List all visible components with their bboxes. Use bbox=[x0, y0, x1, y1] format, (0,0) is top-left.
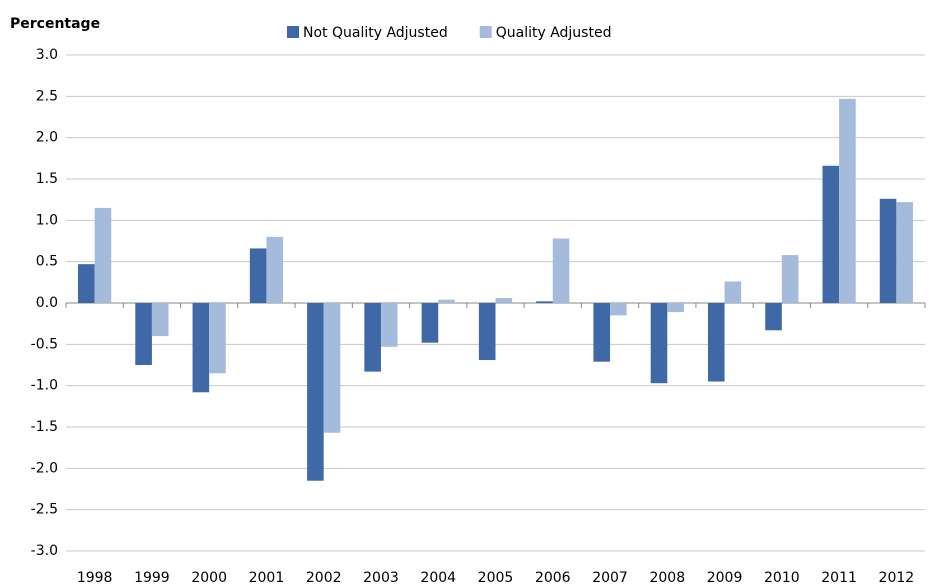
bar bbox=[266, 236, 284, 303]
y-tick-label: -2.0 bbox=[31, 460, 58, 476]
x-tick-label: 2008 bbox=[649, 570, 685, 586]
y-tick-label: 1.5 bbox=[36, 171, 58, 187]
x-tick-label: 2006 bbox=[535, 570, 571, 586]
bar bbox=[151, 303, 169, 337]
legend-label: Not Quality Adjusted bbox=[303, 25, 448, 41]
bar bbox=[765, 303, 782, 331]
bar bbox=[495, 298, 513, 303]
x-tick-label: 1998 bbox=[77, 570, 113, 586]
legend-label: Quality Adjusted bbox=[496, 25, 612, 41]
legend-swatch bbox=[479, 26, 492, 38]
bar bbox=[438, 299, 455, 303]
bar bbox=[781, 255, 799, 303]
x-tick-label: 2001 bbox=[249, 570, 285, 586]
bar bbox=[536, 301, 553, 303]
legend-swatch bbox=[287, 26, 299, 38]
bar bbox=[822, 165, 840, 303]
bar bbox=[249, 248, 267, 303]
bar bbox=[667, 303, 684, 313]
bar bbox=[78, 264, 95, 303]
bar bbox=[650, 303, 668, 384]
y-tick-label: 0.5 bbox=[36, 254, 58, 270]
y-tick-label: 2.0 bbox=[36, 130, 58, 146]
y-tick-label: 0.0 bbox=[36, 295, 58, 311]
bar bbox=[552, 238, 570, 303]
x-tick-label: 2003 bbox=[363, 570, 399, 586]
x-tick-label: 2007 bbox=[592, 570, 628, 586]
bar bbox=[593, 303, 611, 362]
y-tick-label: -3.0 bbox=[31, 543, 58, 559]
bar bbox=[707, 303, 725, 382]
x-tick-label: 2012 bbox=[879, 570, 915, 586]
bar bbox=[839, 98, 856, 304]
bar bbox=[380, 303, 398, 347]
bar bbox=[192, 303, 210, 393]
x-tick-label: 2011 bbox=[821, 570, 857, 586]
x-tick-label: 2000 bbox=[191, 570, 227, 586]
x-tick-label: 2010 bbox=[764, 570, 800, 586]
bar bbox=[724, 281, 742, 303]
bar bbox=[94, 207, 112, 303]
bar bbox=[135, 303, 152, 365]
x-tick-label: 2002 bbox=[306, 570, 342, 586]
bar bbox=[307, 303, 324, 481]
y-tick-label: -1.0 bbox=[31, 378, 58, 394]
y-axis-title: Percentage bbox=[10, 16, 100, 32]
bar bbox=[896, 202, 913, 303]
x-tick-label: 2005 bbox=[478, 570, 514, 586]
y-tick-label: 2.5 bbox=[36, 88, 58, 104]
x-tick-label: 2009 bbox=[707, 570, 743, 586]
y-tick-label: -1.5 bbox=[31, 419, 58, 435]
bar bbox=[209, 303, 226, 374]
bar bbox=[478, 303, 496, 361]
bar bbox=[879, 198, 897, 303]
y-tick-label: -0.5 bbox=[31, 336, 58, 352]
y-tick-label: 1.0 bbox=[36, 212, 58, 228]
x-tick-label: 1999 bbox=[134, 570, 170, 586]
bar bbox=[610, 303, 627, 316]
y-tick-label: 3.0 bbox=[36, 47, 58, 63]
x-tick-label: 2004 bbox=[420, 570, 456, 586]
bar bbox=[364, 303, 381, 372]
bar bbox=[421, 303, 439, 343]
bar bbox=[323, 303, 341, 433]
y-tick-label: -2.5 bbox=[31, 502, 58, 518]
